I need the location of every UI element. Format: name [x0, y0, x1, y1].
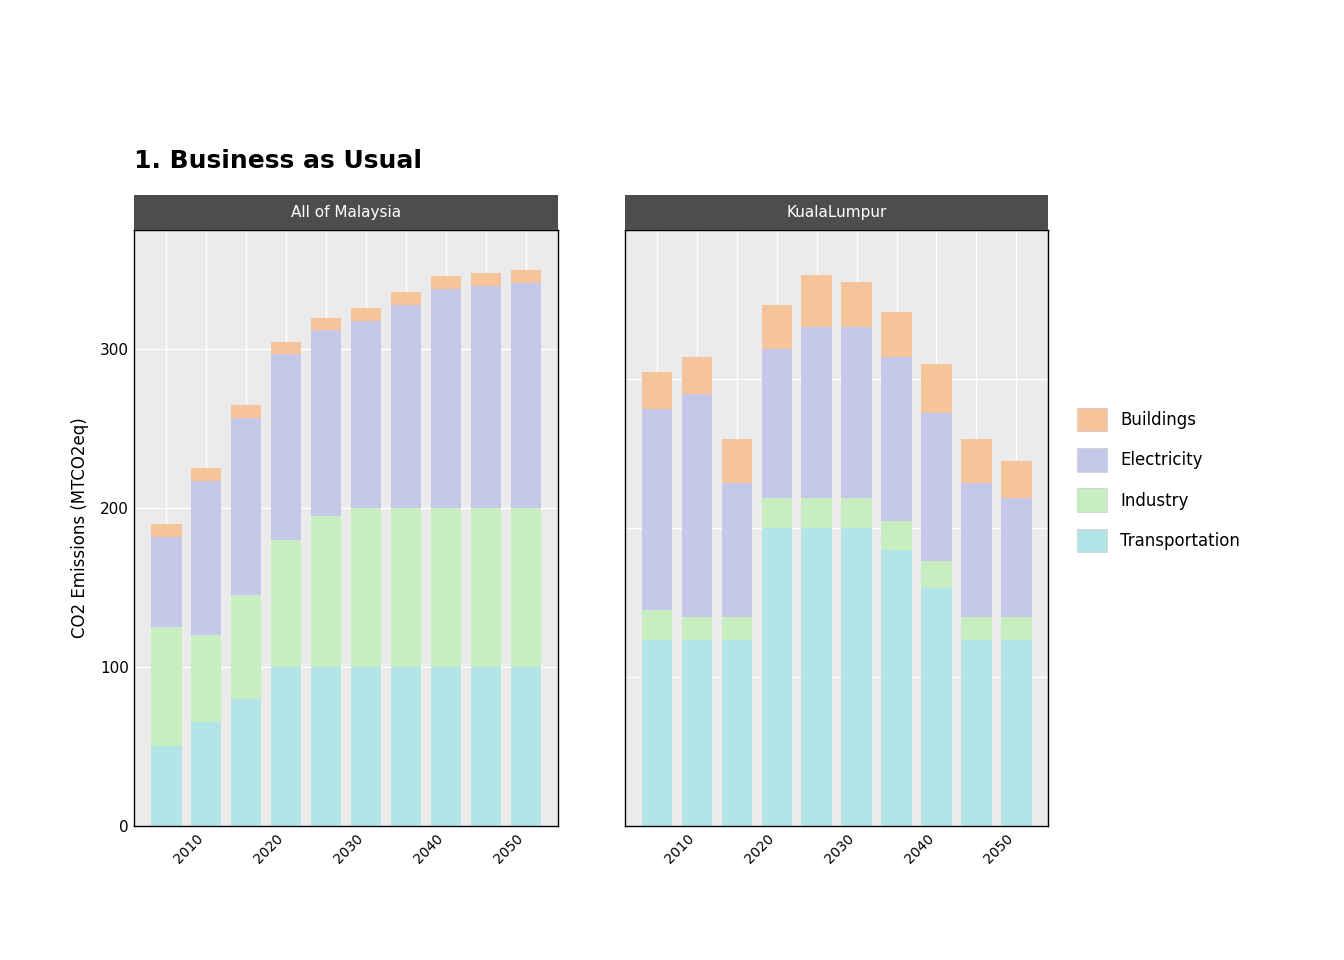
Bar — [430, 289, 461, 508]
Bar — [762, 528, 792, 826]
Bar — [722, 484, 751, 617]
Bar — [231, 699, 261, 826]
FancyBboxPatch shape — [134, 195, 558, 230]
Bar — [1001, 617, 1032, 639]
Bar — [231, 595, 261, 699]
Bar — [470, 286, 501, 508]
Bar — [391, 305, 421, 508]
Bar — [231, 405, 261, 418]
Bar — [351, 321, 382, 508]
Bar — [271, 342, 301, 354]
Bar — [681, 357, 712, 394]
Bar — [391, 508, 421, 667]
Bar — [641, 372, 672, 409]
Bar — [191, 636, 222, 723]
Bar — [271, 540, 301, 667]
Bar — [231, 418, 261, 595]
Bar — [722, 639, 751, 826]
Bar — [641, 610, 672, 639]
Bar — [1001, 461, 1032, 498]
Bar — [681, 639, 712, 826]
Bar — [921, 588, 952, 826]
Bar — [762, 498, 792, 528]
Bar — [151, 537, 181, 627]
Bar — [470, 667, 501, 826]
Bar — [430, 508, 461, 667]
Bar — [641, 639, 672, 826]
Bar — [681, 617, 712, 639]
Bar — [391, 292, 421, 305]
Bar — [841, 327, 872, 498]
Text: All of Malaysia: All of Malaysia — [292, 205, 401, 220]
Bar — [801, 498, 832, 528]
Bar — [921, 562, 952, 588]
Bar — [921, 413, 952, 562]
Bar — [271, 354, 301, 540]
Bar — [470, 274, 501, 286]
Text: 1. Business as Usual: 1. Business as Usual — [134, 149, 422, 173]
Bar — [191, 481, 222, 636]
Bar — [310, 330, 341, 516]
Legend: Buildings, Electricity, Industry, Transportation: Buildings, Electricity, Industry, Transp… — [1070, 401, 1247, 559]
Bar — [961, 617, 992, 639]
FancyBboxPatch shape — [625, 195, 1048, 230]
Bar — [191, 723, 222, 826]
Bar — [351, 308, 382, 321]
Bar — [351, 667, 382, 826]
Bar — [271, 667, 301, 826]
Bar — [470, 508, 501, 667]
Bar — [801, 528, 832, 826]
Bar — [921, 364, 952, 413]
Bar — [310, 667, 341, 826]
Bar — [1001, 639, 1032, 826]
Bar — [351, 508, 382, 667]
Bar — [961, 439, 992, 484]
Bar — [722, 439, 751, 484]
Bar — [151, 524, 181, 537]
Bar — [762, 305, 792, 349]
Bar — [511, 283, 542, 508]
Bar — [641, 409, 672, 610]
Bar — [151, 627, 181, 746]
Bar — [882, 550, 911, 826]
Bar — [882, 312, 911, 357]
Bar — [511, 508, 542, 667]
Bar — [961, 639, 992, 826]
Bar — [511, 667, 542, 826]
Bar — [882, 520, 911, 550]
Bar — [841, 528, 872, 826]
Bar — [961, 484, 992, 617]
Bar — [430, 276, 461, 289]
Bar — [882, 357, 911, 520]
Bar — [762, 349, 792, 498]
Bar — [391, 667, 421, 826]
Bar — [310, 318, 341, 330]
Bar — [151, 746, 181, 826]
Text: KualaLumpur: KualaLumpur — [786, 205, 887, 220]
Bar — [841, 282, 872, 327]
Bar — [310, 516, 341, 667]
Bar — [430, 667, 461, 826]
Bar — [191, 468, 222, 481]
Y-axis label: CO2 Emissions (MTCO2eq): CO2 Emissions (MTCO2eq) — [71, 418, 89, 638]
Bar — [681, 394, 712, 617]
Bar — [722, 617, 751, 639]
Bar — [841, 498, 872, 528]
Bar — [801, 275, 832, 327]
Bar — [511, 270, 542, 283]
Bar — [801, 327, 832, 498]
Bar — [1001, 498, 1032, 617]
